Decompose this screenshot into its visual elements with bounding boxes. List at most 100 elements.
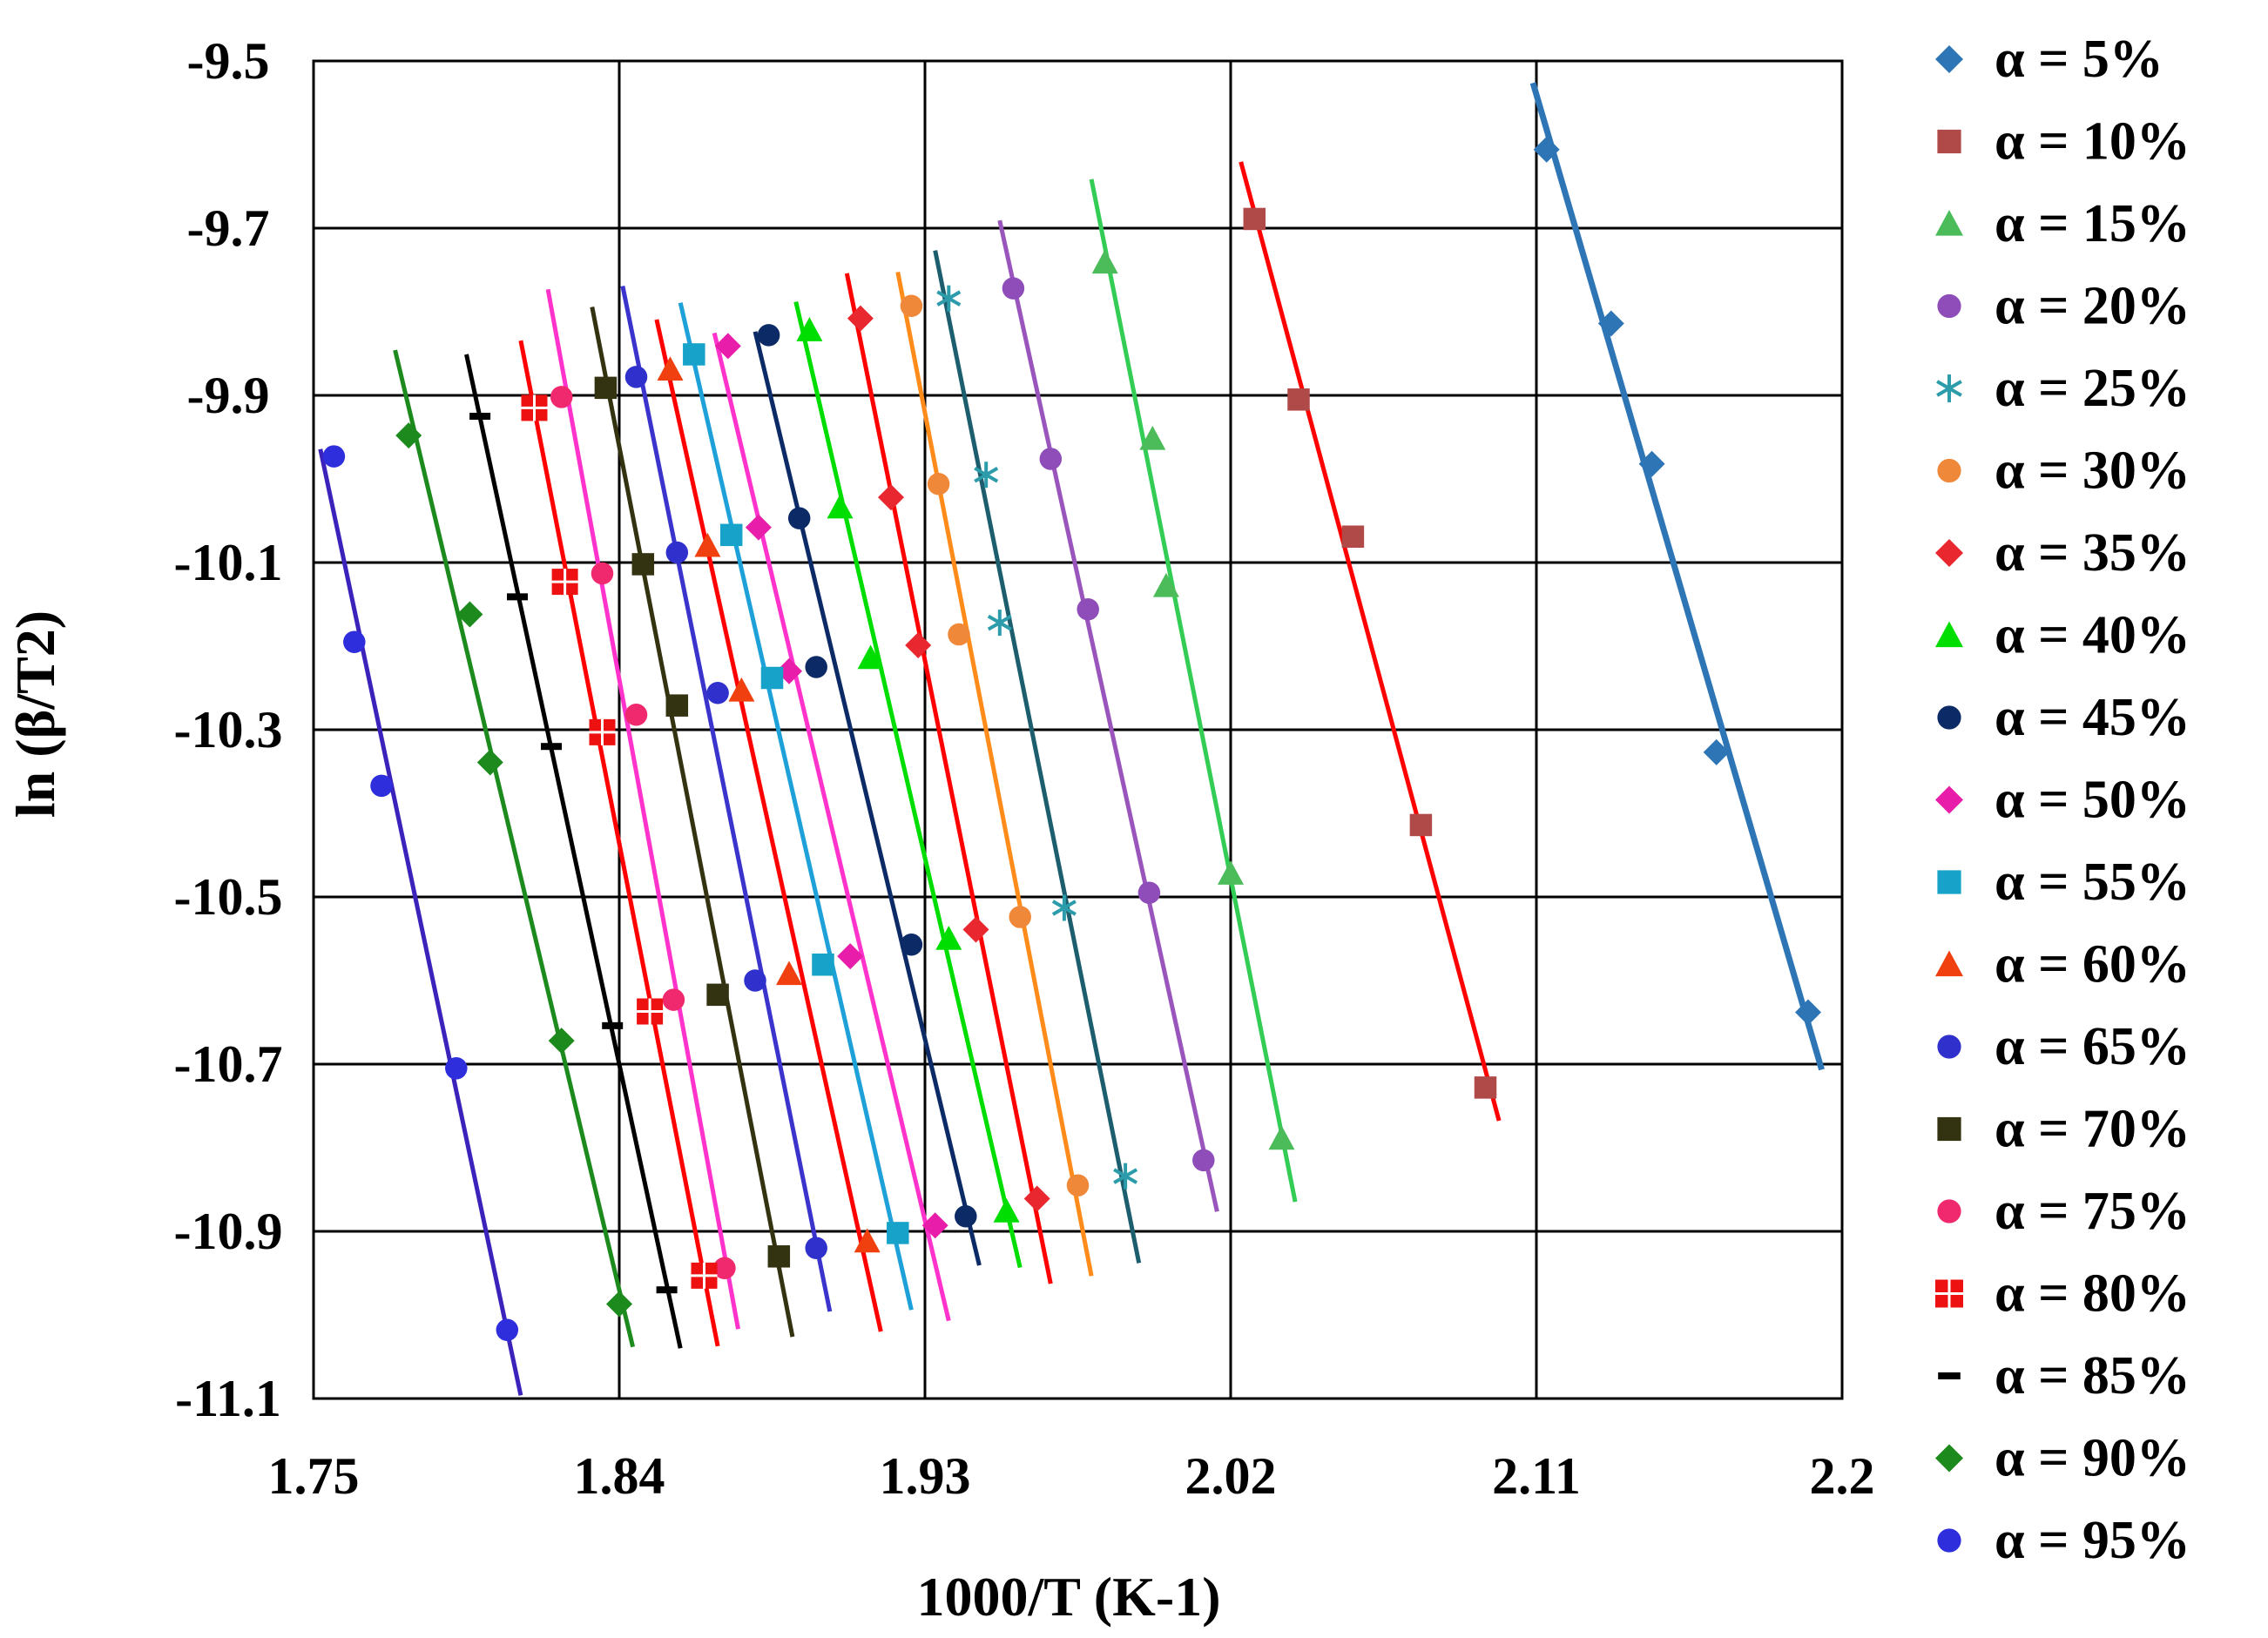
y-tick-label: -10.1 — [174, 534, 283, 591]
data-point — [805, 656, 827, 678]
y-tick-label: -10.5 — [174, 868, 283, 926]
fit-line — [712, 332, 951, 1322]
fit-line — [933, 250, 1142, 1264]
legend-marker — [1937, 705, 1961, 730]
legend-label: α = 55% — [1995, 853, 2190, 912]
y-tick-label: -9.9 — [187, 367, 270, 424]
legend-label: α = 15% — [1995, 194, 2190, 253]
fit-line — [753, 331, 982, 1266]
data-point — [767, 1245, 791, 1268]
legend-label: α = 85% — [1995, 1346, 2190, 1405]
legend-marker — [1935, 1444, 1963, 1473]
data-point — [948, 623, 970, 646]
fit-line — [620, 286, 833, 1312]
data-point — [1341, 525, 1365, 548]
data-point — [548, 1028, 575, 1055]
fit-line — [793, 301, 1023, 1269]
data-point — [854, 1228, 881, 1253]
legend-item: α = 60% — [1935, 935, 2190, 994]
data-point — [805, 1237, 827, 1259]
data-point — [706, 983, 729, 1007]
legend-item: α = 15% — [1935, 194, 2190, 253]
data-point — [657, 356, 684, 381]
data-point — [935, 926, 962, 950]
legend-label: α = 45% — [1995, 688, 2190, 747]
data-point — [637, 998, 664, 1025]
data-point — [1066, 1174, 1090, 1196]
data-point — [1023, 1185, 1050, 1212]
data-point — [551, 569, 578, 596]
data-point — [905, 632, 932, 659]
data-point — [1474, 1076, 1497, 1099]
data-point — [550, 386, 573, 408]
data-point — [796, 317, 823, 341]
legend-marker — [1937, 129, 1961, 154]
data-point — [496, 1318, 519, 1342]
data-point — [993, 1197, 1020, 1223]
data-point — [857, 644, 884, 670]
legend-item: α = 35% — [1935, 523, 2190, 583]
legend-marker — [1937, 1035, 1961, 1059]
data-point — [776, 961, 802, 986]
legend-item: α = 45% — [1937, 688, 2190, 747]
legend-label: α = 65% — [1995, 1017, 2190, 1076]
legend-label: α = 60% — [1995, 935, 2190, 994]
data-point — [921, 1212, 948, 1239]
x-tick-label: 1.93 — [880, 1447, 971, 1505]
data-point — [900, 933, 923, 956]
data-point — [624, 703, 648, 726]
data-point — [1152, 572, 1179, 597]
legend-label: α = 35% — [1995, 523, 2190, 583]
data-point — [456, 601, 483, 628]
data-point — [694, 532, 721, 557]
series-15 — [545, 288, 740, 1330]
data-point — [656, 1286, 678, 1294]
data-point — [1009, 906, 1031, 928]
data-point — [624, 366, 648, 388]
data-point — [713, 1257, 736, 1279]
data-point — [962, 916, 989, 943]
series-7 — [844, 273, 1053, 1284]
data-point — [927, 473, 950, 495]
data-point — [507, 593, 528, 601]
legend-marker — [1937, 458, 1961, 483]
series-11 — [678, 302, 914, 1311]
series-5 — [933, 250, 1142, 1264]
legend-label: α = 20% — [1995, 277, 2190, 336]
legend-marker — [1936, 374, 1962, 402]
data-point — [1703, 738, 1730, 765]
legend-item: α = 20% — [1937, 277, 2190, 336]
series-13 — [620, 286, 833, 1312]
data-point — [476, 749, 503, 776]
data-point — [1039, 448, 1063, 470]
series-1 — [1529, 82, 1825, 1071]
series-8 — [793, 301, 1023, 1269]
data-point — [1638, 450, 1665, 477]
fit-line — [1089, 179, 1298, 1203]
legend-item: α = 40% — [1935, 606, 2190, 665]
legend-label: α = 80% — [1995, 1264, 2190, 1324]
legend: α = 5% α = 10% α = 15% α = 20% α = 25% α = 30… — [1935, 30, 2190, 1570]
legend-label: α = 40% — [1995, 606, 2190, 665]
legend-marker — [1938, 1372, 1961, 1379]
series-layer — [318, 82, 1825, 1396]
data-point — [1218, 860, 1244, 885]
legend-item: α = 85% — [1938, 1346, 2190, 1405]
data-point — [1795, 999, 1821, 1026]
data-point — [1139, 425, 1166, 450]
data-point — [1409, 813, 1433, 837]
fit-line — [1239, 161, 1502, 1122]
series-4 — [997, 219, 1219, 1212]
data-point — [847, 305, 874, 332]
fit-line — [844, 273, 1053, 1284]
y-tick-label: -9.7 — [187, 199, 270, 257]
data-point — [322, 445, 346, 468]
legend-marker — [1935, 210, 1963, 236]
fit-line — [997, 219, 1219, 1212]
series-3 — [1089, 179, 1298, 1203]
fit-line — [1529, 82, 1825, 1071]
legend-item: α = 95% — [1937, 1511, 2190, 1570]
legend-marker — [1937, 293, 1961, 319]
series-6 — [895, 271, 1094, 1277]
legend-marker — [1937, 1116, 1961, 1142]
